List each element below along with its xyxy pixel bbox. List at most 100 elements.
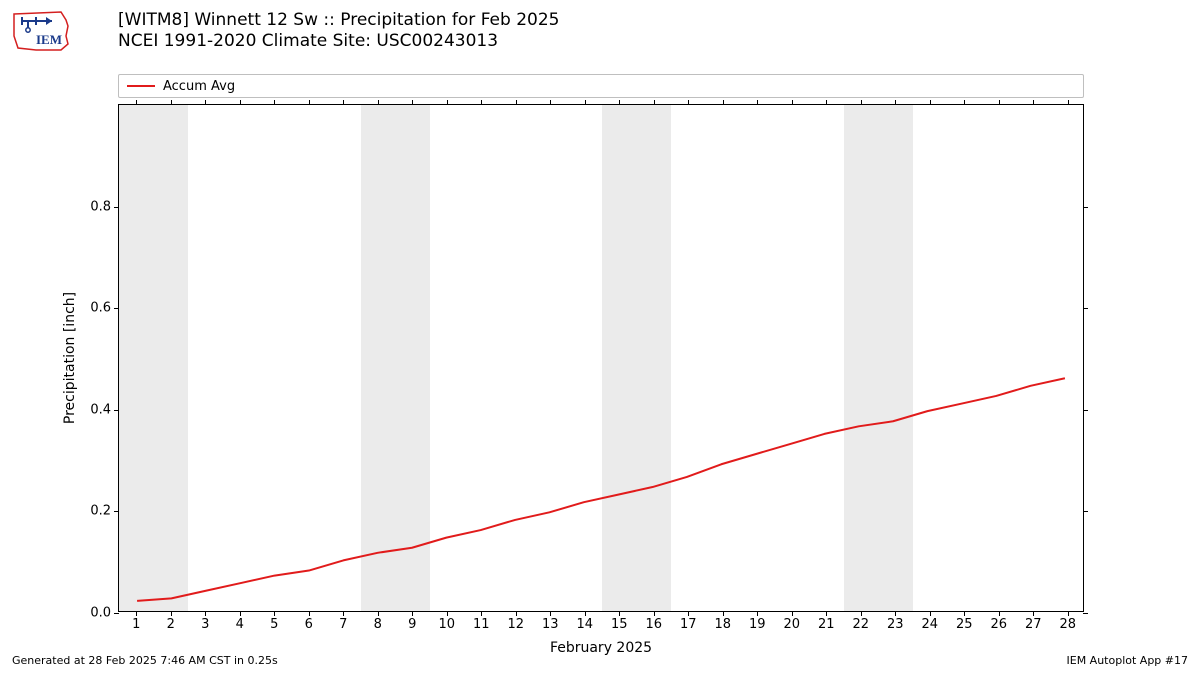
ytick-mark — [114, 308, 119, 309]
xtick-label: 14 — [576, 617, 593, 632]
ytick-label: 0.6 — [90, 301, 111, 316]
xtick-mark — [481, 100, 482, 105]
xtick-label: 28 — [1059, 617, 1076, 632]
xtick-label: 4 — [236, 617, 244, 632]
xtick-mark — [1068, 100, 1069, 105]
svg-text:IEM: IEM — [36, 32, 62, 47]
xtick-mark — [1033, 611, 1034, 616]
xtick-mark — [309, 611, 310, 616]
ytick-mark — [1083, 308, 1088, 309]
xtick-mark — [654, 100, 655, 105]
xtick-mark — [723, 611, 724, 616]
x-axis-label: February 2025 — [550, 640, 652, 656]
ytick-mark — [114, 207, 119, 208]
xtick-label: 3 — [201, 617, 209, 632]
xtick-label: 6 — [305, 617, 313, 632]
xtick-label: 20 — [783, 617, 800, 632]
xtick-label: 24 — [921, 617, 938, 632]
xtick-mark — [964, 611, 965, 616]
legend: Accum Avg — [118, 74, 1084, 98]
xtick-mark — [516, 100, 517, 105]
xtick-label: 8 — [374, 617, 382, 632]
ytick-label: 0.8 — [90, 199, 111, 214]
xtick-label: 16 — [645, 617, 662, 632]
xtick-mark — [136, 100, 137, 105]
xtick-label: 19 — [749, 617, 766, 632]
xtick-mark — [240, 611, 241, 616]
xtick-mark — [999, 611, 1000, 616]
xtick-label: 21 — [818, 617, 835, 632]
xtick-mark — [792, 100, 793, 105]
xtick-label: 5 — [270, 617, 278, 632]
series-line — [137, 378, 1065, 601]
xtick-mark — [171, 611, 172, 616]
xtick-mark — [826, 611, 827, 616]
xtick-label: 9 — [408, 617, 416, 632]
xtick-mark — [619, 611, 620, 616]
xtick-mark — [930, 100, 931, 105]
xtick-mark — [378, 611, 379, 616]
xtick-mark — [205, 611, 206, 616]
xtick-label: 13 — [542, 617, 559, 632]
xtick-label: 26 — [990, 617, 1007, 632]
ytick-mark — [1083, 410, 1088, 411]
xtick-mark — [343, 100, 344, 105]
xtick-label: 18 — [714, 617, 731, 632]
xtick-mark — [585, 611, 586, 616]
title-line-2: NCEI 1991-2020 Climate Site: USC00243013 — [118, 31, 559, 52]
xtick-label: 22 — [852, 617, 869, 632]
xtick-mark — [826, 100, 827, 105]
xtick-mark — [964, 100, 965, 105]
xtick-mark — [619, 100, 620, 105]
xtick-mark — [585, 100, 586, 105]
ytick-mark — [1083, 613, 1088, 614]
xtick-label: 17 — [680, 617, 697, 632]
xtick-mark — [412, 100, 413, 105]
xtick-label: 12 — [507, 617, 524, 632]
xtick-label: 25 — [956, 617, 973, 632]
xtick-mark — [447, 100, 448, 105]
xtick-mark — [895, 100, 896, 105]
xtick-mark — [550, 100, 551, 105]
xtick-mark — [205, 100, 206, 105]
xtick-mark — [895, 611, 896, 616]
xtick-label: 2 — [167, 617, 175, 632]
plot-area: 0.00.20.40.60.81234567891011121314151617… — [118, 104, 1084, 612]
xtick-mark — [309, 100, 310, 105]
xtick-mark — [447, 611, 448, 616]
ytick-label: 0.0 — [90, 606, 111, 621]
ytick-label: 0.2 — [90, 504, 111, 519]
chart-title: [WITM8] Winnett 12 Sw :: Precipitation f… — [118, 10, 559, 53]
ytick-mark — [1083, 207, 1088, 208]
xtick-mark — [516, 611, 517, 616]
xtick-mark — [861, 611, 862, 616]
xtick-label: 1 — [132, 617, 140, 632]
xtick-label: 15 — [611, 617, 628, 632]
xtick-mark — [136, 611, 137, 616]
legend-label: Accum Avg — [163, 79, 235, 94]
xtick-mark — [1033, 100, 1034, 105]
ytick-mark — [114, 410, 119, 411]
xtick-mark — [688, 100, 689, 105]
xtick-label: 7 — [339, 617, 347, 632]
xtick-mark — [550, 611, 551, 616]
xtick-mark — [274, 100, 275, 105]
xtick-mark — [757, 611, 758, 616]
xtick-label: 27 — [1025, 617, 1042, 632]
xtick-mark — [171, 100, 172, 105]
xtick-mark — [343, 611, 344, 616]
xtick-mark — [654, 611, 655, 616]
xtick-mark — [481, 611, 482, 616]
xtick-mark — [274, 611, 275, 616]
footer-app: IEM Autoplot App #17 — [1067, 654, 1189, 667]
xtick-mark — [930, 611, 931, 616]
xtick-mark — [757, 100, 758, 105]
xtick-label: 23 — [887, 617, 904, 632]
legend-swatch — [127, 85, 155, 87]
ytick-mark — [114, 511, 119, 512]
xtick-mark — [861, 100, 862, 105]
ytick-mark — [114, 613, 119, 614]
title-line-1: [WITM8] Winnett 12 Sw :: Precipitation f… — [118, 10, 559, 31]
y-axis-label: Precipitation [inch] — [62, 292, 78, 424]
xtick-mark — [999, 100, 1000, 105]
